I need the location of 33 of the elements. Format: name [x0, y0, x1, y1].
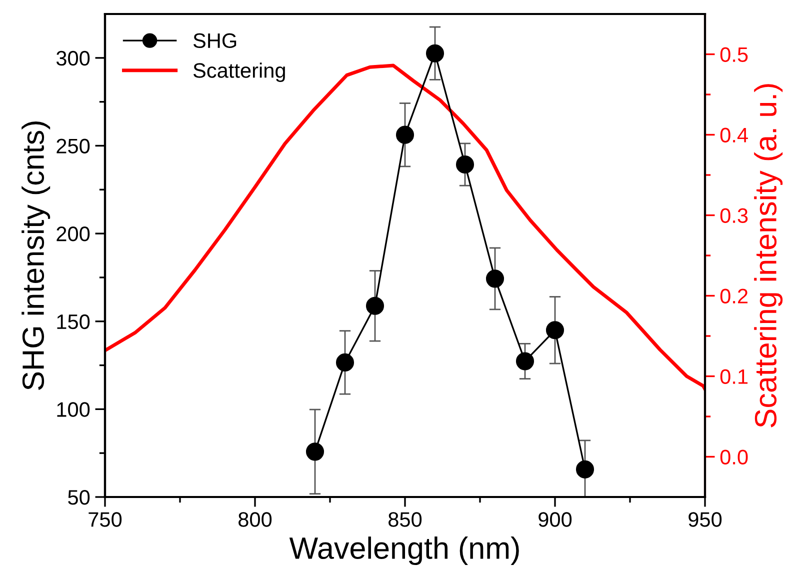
point	[456, 155, 474, 174]
y2-axis-title: Scattering intensity (a. u.)	[754, 84, 783, 428]
point	[366, 296, 384, 315]
y2-tick-label: 0.2	[720, 288, 748, 304]
point	[576, 460, 594, 478]
x-tick-label: 750	[88, 512, 122, 527]
legend-label: SHG	[193, 33, 236, 48]
y2-tick-label: 0.5	[720, 47, 748, 62]
x-tick-label: 950	[688, 512, 722, 527]
point	[546, 321, 564, 340]
point	[306, 442, 324, 461]
y2-tick-label: 0.4	[720, 128, 748, 143]
y-tick-label: 200	[56, 226, 90, 242]
point	[396, 126, 414, 144]
x-tick-label: 900	[538, 512, 572, 527]
y2-tick-label: 0.0	[720, 450, 748, 465]
y-tick-label: 100	[57, 402, 90, 417]
y-tick-label: 250	[56, 138, 90, 154]
y-axis-title: SHG intensity (cnts)	[22, 122, 50, 390]
x-axis-title: Wavelength (nm)	[289, 536, 519, 566]
point	[336, 353, 354, 372]
line-series	[105, 64, 705, 391]
x-tick-label: 800	[238, 512, 272, 527]
point	[516, 352, 534, 370]
y-tick-label: 50	[68, 490, 90, 505]
legend-label: Scattering	[193, 62, 285, 82]
point	[486, 270, 504, 288]
y-tick-label: 150	[57, 314, 90, 330]
y2-tick-label: 0.3	[720, 208, 748, 224]
y-tick-label: 300	[56, 50, 90, 66]
x-tick-label: 850	[388, 512, 422, 527]
y2-tick-label: 0.1	[720, 369, 748, 384]
point	[426, 44, 444, 62]
